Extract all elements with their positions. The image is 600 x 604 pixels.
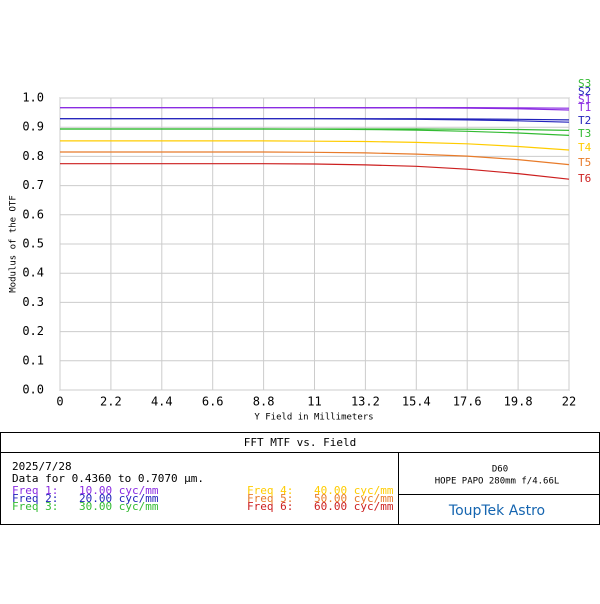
mtf-line — [60, 151, 570, 166]
x-axis-label: Y Field in Millimeters — [254, 413, 373, 423]
y-tick-label: 0.3 — [22, 295, 44, 309]
y-tick-label: 0.4 — [22, 266, 44, 280]
y-tick-label: 1.0 — [22, 91, 44, 105]
legend-label: T4 — [578, 141, 592, 154]
freq-value: 10.00 cyc/mm — [79, 484, 159, 497]
legend-label: T1 — [578, 101, 591, 114]
y-axis-label: Modulus of the OTF — [9, 195, 19, 293]
mtf-line — [60, 140, 570, 151]
mtf-line — [60, 128, 570, 136]
legend-label: T2 — [578, 114, 591, 127]
freq-value: 50.00 cyc/mm — [314, 492, 394, 505]
freq-value: 40.00 cyc/mm — [314, 484, 394, 497]
brand-logo: ToupTek Astro — [448, 503, 545, 519]
x-tick-label: 22 — [562, 395, 576, 409]
x-tick-label: 13.2 — [351, 395, 380, 409]
mtf-line — [60, 118, 570, 123]
y-tick-label: 0.5 — [22, 237, 44, 251]
legend-label: T6 — [578, 172, 591, 185]
x-tick-label: 4.4 — [151, 395, 173, 409]
panel-title: FFT MTF vs. Field — [244, 436, 357, 449]
freq-label: Freq 1: — [12, 484, 58, 497]
x-tick-label: 15.4 — [402, 395, 431, 409]
date: 2025/7/28 — [12, 460, 72, 473]
freq-value: 20.00 cyc/mm — [79, 492, 159, 505]
mtf-line — [60, 163, 570, 180]
x-tick-label: 6.6 — [202, 395, 224, 409]
x-tick-label: 11 — [307, 395, 321, 409]
lens-name: HOPE PAPO 280mm f/4.66L — [435, 477, 560, 487]
y-tick-label: 0.6 — [22, 207, 44, 221]
x-tick-label: 8.8 — [253, 395, 275, 409]
y-tick-label: 0.1 — [22, 353, 44, 367]
legend-label: T5 — [578, 156, 591, 169]
legend-label: S1 — [578, 93, 591, 106]
lens-code: D60 — [492, 465, 508, 475]
x-tick-label: 0 — [56, 395, 63, 409]
y-tick-label: 0.7 — [22, 178, 44, 192]
freq-value: 30.00 cyc/mm — [79, 500, 159, 513]
x-tick-label: 2.2 — [100, 395, 122, 409]
mtf-line — [60, 107, 570, 111]
freq-label: Freq 4: — [247, 484, 293, 497]
freq-value: 60.00 cyc/mm — [314, 500, 394, 513]
freq-label: Freq 2: — [12, 492, 58, 505]
freq-label: Freq 3: — [12, 500, 58, 513]
legend-label: S3 — [578, 77, 591, 90]
wavelength-range: Data for 0.4360 to 0.7070 µm. — [12, 472, 204, 485]
y-tick-label: 0.2 — [22, 324, 44, 338]
y-tick-label: 0.9 — [22, 120, 44, 134]
x-tick-label: 19.8 — [504, 395, 533, 409]
y-tick-label: 0.0 — [22, 383, 44, 397]
freq-label: Freq 6: — [247, 500, 293, 513]
x-tick-label: 17.6 — [453, 395, 482, 409]
freq-label: Freq 5: — [247, 492, 293, 505]
y-tick-label: 0.8 — [22, 149, 44, 163]
legend-label: T3 — [578, 127, 591, 140]
legend-label: S2 — [578, 85, 591, 98]
